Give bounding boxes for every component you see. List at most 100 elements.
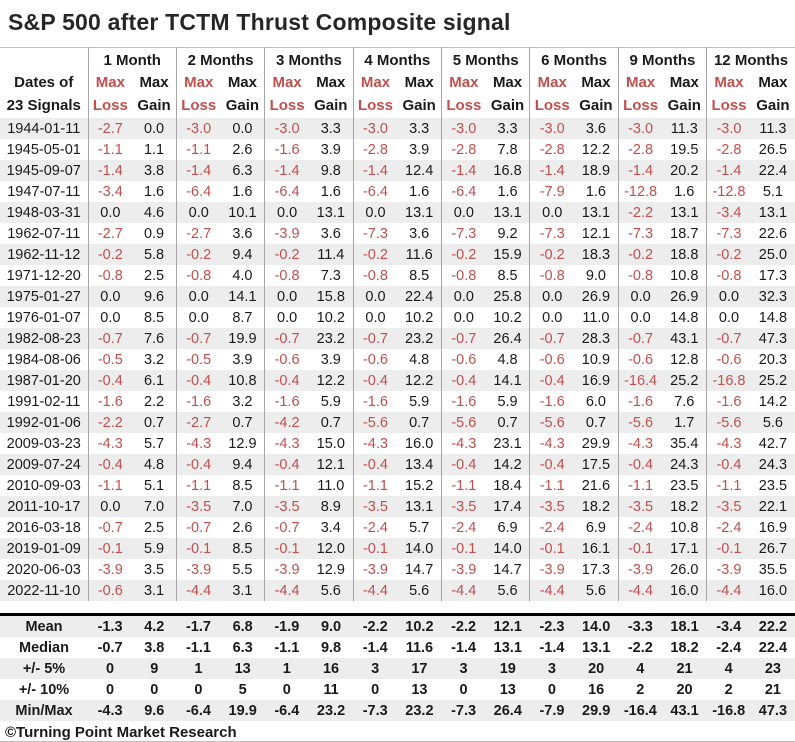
summary-loss-cell: 0 [547,681,556,698]
max-loss-cell: -3.0 [264,118,309,139]
summary-loss-cell: -7.3 [441,700,486,721]
max-loss-cell: -5.6 [706,412,751,433]
table-body: 1944-01-11 -2.7 0.0 -3.0 0.0 -3.0 3.3 -3.0 3.3 -3… [0,118,795,601]
max-loss-cell: -0.4 [264,370,309,391]
max-loss-cell: -0.7 [87,328,133,349]
max-gain-cell: 15.0 [316,435,345,452]
max-gain-header: Max [581,74,611,91]
max-gain-header: Max [316,74,346,91]
max-gain-cell: 43.1 [662,328,707,349]
max-gain-cell: 28.3 [574,328,619,349]
max-gain-cell: 9.8 [308,160,354,181]
max-gain-cell: 3.9 [232,351,253,368]
max-loss-cell: -0.4 [440,454,486,475]
max-loss-cell: -3.4 [87,181,133,202]
max-gain-cell: 1.6 [585,183,606,200]
summary-row: Min/Max -4.3 9.6 -6.4 19.9 -6.4 23.2 -7.3 23.2 -7… [0,700,795,721]
max-gain-cell: 5.6 [397,580,442,601]
date-cell: 2009-03-23 [6,435,81,452]
max-loss-cell: -4.4 [706,580,751,601]
summary-loss-cell: -2.3 [529,613,575,637]
summary-loss-cell: -1.4 [539,639,565,656]
max-loss-cell: -3.5 [352,496,398,517]
date-cell: 1945-05-01 [6,141,81,158]
max-gain-cell: 1.6 [320,183,341,200]
summary-loss-cell: 0 [106,681,115,698]
date-cell: 1975-01-27 [0,286,88,307]
summary-label: Min/Max [0,700,88,721]
max-loss-cell: -0.7 [175,328,221,349]
gain-header: Gain [756,97,790,114]
summary-loss-cell: 3 [353,658,398,679]
table-row: 1984-08-06 -0.5 3.2 -0.5 3.9 -0.6 3.9 -0.6 4.8 -0… [0,349,795,370]
max-gain-cell: 12.2 [308,370,354,391]
max-loss-cell: 0.0 [706,307,751,328]
max-loss-cell: 0.0 [264,307,309,328]
max-loss-cell: -1.1 [175,139,221,160]
max-loss-cell: -0.4 [440,370,486,391]
max-gain-cell: 16.9 [758,519,788,536]
gain-header: Gain [667,97,701,114]
max-gain-cell: 20.3 [758,351,788,368]
date-cell: 1987-01-20 [0,370,88,391]
max-gain-cell: 2.6 [232,141,253,158]
table-row: 1992-01-06 -2.2 0.7 -2.7 0.7 -4.2 0.7 -5.6 0.7 -5… [0,412,795,433]
max-gain-cell: 15.2 [405,477,434,494]
max-gain-cell: 1.6 [409,183,430,200]
max-gain-cell: 23.5 [670,477,699,494]
max-loss-cell: -3.9 [706,559,751,580]
max-loss-header: Max [529,72,575,93]
max-gain-cell: 6.9 [497,519,518,536]
summary-gain-cell: 16 [308,658,354,679]
summary-loss-cell: -2.2 [441,613,486,637]
summary-gain-cell: 13 [499,681,516,698]
max-gain-cell: 18.2 [662,496,707,517]
max-loss-cell: -1.1 [706,475,751,496]
max-gain-cell: 3.5 [143,561,165,578]
max-gain-cell: 5.9 [409,393,430,410]
max-gain-cell: 9.2 [497,225,518,242]
max-loss-cell: -5.6 [617,412,663,433]
summary-loss-cell: -4.3 [88,700,133,721]
month-header: 2 Months [175,47,265,72]
date-cell: 2009-07-24 [0,454,88,475]
max-loss-cell: -1.4 [175,160,221,181]
max-loss-cell: 0.0 [87,202,133,223]
max-gain-cell: 11.0 [317,477,345,494]
max-gain-cell: 26.0 [670,561,699,578]
summary-label: +/- 10% [18,681,70,698]
max-loss-cell: 0.0 [87,496,133,517]
gain-header: Gain [579,97,613,114]
max-gain-cell: 26.4 [485,328,530,349]
max-gain-cell: 18.9 [574,160,619,181]
max-loss-cell: -1.1 [87,475,133,496]
summary-loss-cell: -1.4 [451,639,477,656]
max-gain-cell: 7.3 [320,267,341,284]
date-cell: 1962-07-11 [7,225,81,242]
max-gain-cell: 22.4 [750,160,795,181]
month-header: 4 Months [352,47,442,72]
max-loss-cell: -1.6 [87,391,133,412]
max-header-row: Dates of Max Max Max Max Max Max Max Max Max Max Ma… [0,72,795,93]
max-loss-cell: 0.0 [264,286,309,307]
date-cell: 1947-07-11 [7,183,81,200]
max-loss-cell: -0.7 [529,328,575,349]
date-cell: 2016-03-18 [6,519,81,536]
max-loss-cell: -0.4 [529,370,575,391]
max-gain-cell: 3.9 [320,141,341,158]
max-gain-cell: 26.9 [662,286,707,307]
max-loss-cell: -1.6 [352,391,398,412]
max-gain-cell: 3.3 [397,118,442,139]
max-gain-cell: 18.2 [574,496,619,517]
max-loss-cell: -4.3 [175,433,221,454]
max-gain-cell: 24.3 [750,454,795,475]
max-loss-cell: -0.8 [617,265,663,286]
max-loss-cell: -2.4 [352,517,398,538]
max-gain-cell: 26.5 [758,141,788,158]
max-loss-cell: -2.4 [617,517,663,538]
max-gain-cell: 8.7 [232,309,253,326]
max-gain-cell: 9.4 [220,244,265,265]
max-loss-cell: -12.8 [617,181,663,202]
max-gain-cell: 0.0 [220,118,265,139]
max-gain-cell: 13.1 [750,202,795,223]
